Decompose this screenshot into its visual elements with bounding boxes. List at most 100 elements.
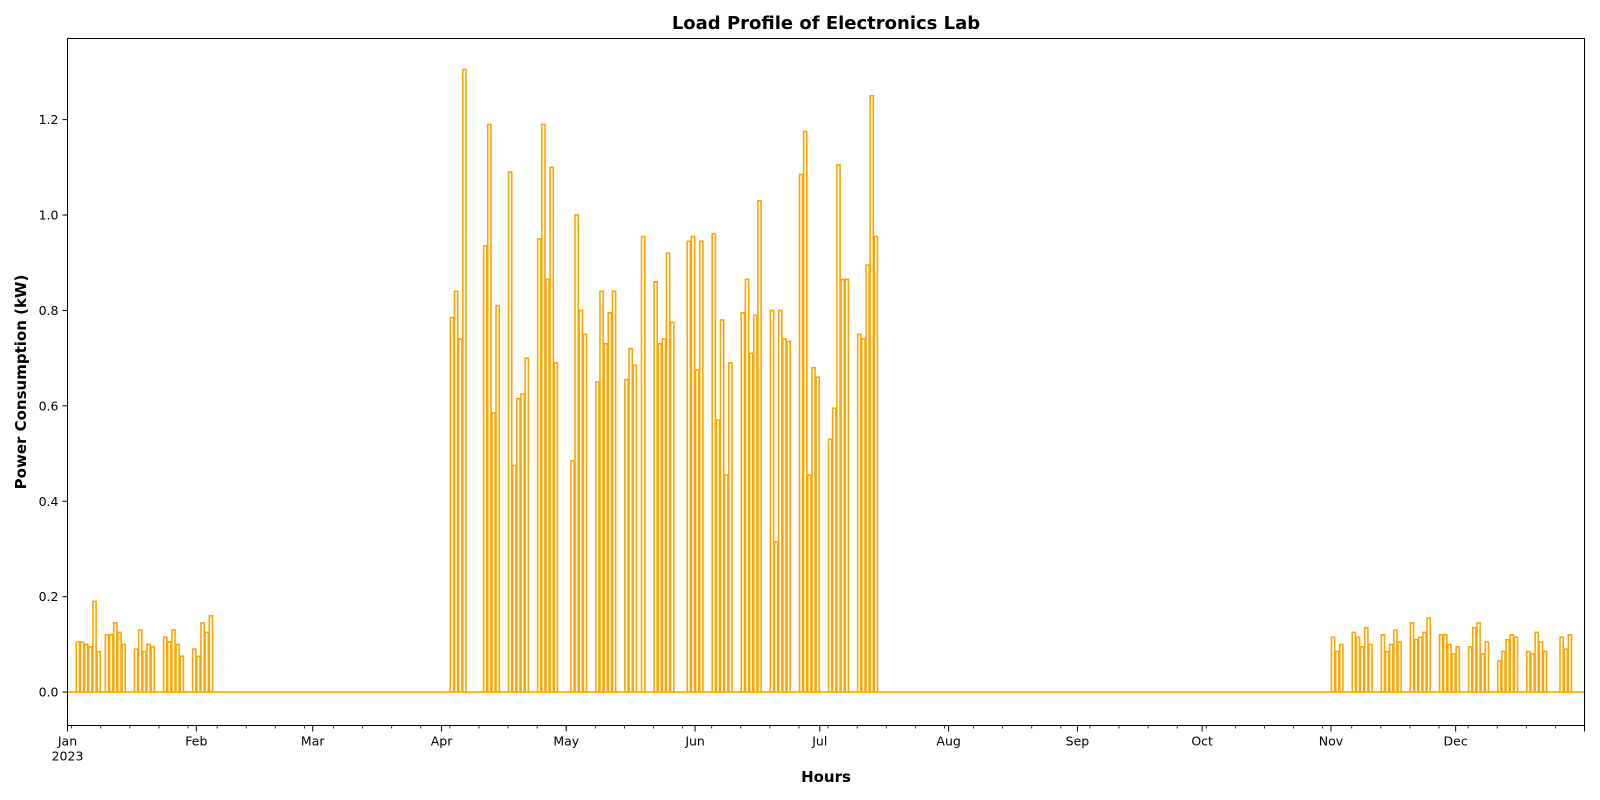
load-pulse: [96, 650, 102, 693]
load-pulse: [719, 319, 725, 693]
load-pulse: [574, 214, 580, 693]
x-tick-label: Oct: [1191, 734, 1213, 749]
load-pulse: [844, 278, 850, 693]
load-pulse: [1409, 622, 1415, 693]
load-pulse: [599, 290, 604, 693]
y-tick-label: 0.0: [39, 685, 59, 700]
x-tick-label: Apr: [431, 734, 453, 749]
x-tick-label: Aug: [936, 734, 960, 749]
load-pulse: [1426, 617, 1432, 693]
load-pulse: [507, 171, 513, 693]
load-pulse: [1559, 636, 1565, 693]
y-tick-label: 0.2: [39, 589, 59, 604]
load-pulse: [540, 123, 546, 693]
load-pulse: [1542, 650, 1548, 693]
load-pulse: [1422, 631, 1427, 693]
load-pulse: [690, 235, 696, 693]
load-pulse: [1359, 645, 1365, 693]
load-pulse: [806, 474, 812, 693]
load-pulse: [1384, 650, 1390, 693]
y-tick-label: 0.4: [39, 494, 59, 509]
load-pulse: [582, 333, 588, 693]
load-pulse: [1388, 643, 1394, 693]
load-pulse: [611, 290, 617, 693]
load-pulse: [520, 393, 525, 693]
load-pulse: [457, 338, 463, 693]
load-pulse: [669, 321, 675, 693]
load-pulse: [1484, 641, 1490, 693]
x-tick-label: Jun: [684, 734, 705, 749]
load-pulse: [83, 643, 89, 693]
load-pulse: [1525, 650, 1531, 693]
load-pulse: [175, 643, 181, 693]
load-pulse: [462, 68, 467, 693]
load-pulse: [869, 94, 875, 693]
load-pulse: [786, 340, 791, 693]
load-pulse: [694, 369, 700, 693]
plot-frame: [67, 38, 1585, 726]
chart-title: Load Profile of Electronics Lab: [672, 13, 980, 34]
load-pulse: [811, 366, 816, 693]
load-pulse: [121, 643, 127, 693]
load-pulse: [665, 252, 671, 693]
load-pulse: [133, 648, 139, 693]
load-pulse: [757, 199, 762, 693]
x-tick-label: May: [553, 734, 579, 749]
load-pulse: [865, 264, 870, 693]
load-pulse: [1480, 653, 1486, 693]
load-pulse: [1563, 648, 1569, 693]
load-pulse: [208, 614, 214, 693]
x-tick-year-label: 2023: [52, 749, 84, 764]
load-pulse: [179, 655, 185, 693]
x-tick-label: Dec: [1444, 734, 1468, 749]
load-pulse: [607, 312, 613, 693]
y-tick-label: 0.6: [39, 398, 59, 413]
load-pulse: [1397, 641, 1402, 693]
load-pulse: [1513, 636, 1519, 693]
load-pulse: [491, 412, 496, 693]
load-pulse: [815, 376, 821, 693]
load-pulse: [204, 631, 210, 693]
x-tick-label: Jan: [57, 734, 77, 749]
load-pulse: [549, 166, 555, 693]
y-axis-label: Power Consumption (kW): [12, 275, 30, 490]
load-pulse: [873, 235, 879, 693]
load-pulse: [777, 309, 783, 693]
load-pulse: [1368, 643, 1373, 693]
load-pulse: [1451, 653, 1456, 693]
load-pulse: [141, 650, 147, 693]
load-pulse: [728, 362, 733, 693]
load-pulse: [75, 641, 81, 693]
load-pulse: [856, 333, 862, 693]
load-pulse: [661, 338, 667, 693]
x-tick-label: Jul: [811, 734, 827, 749]
load-pulse: [632, 364, 638, 693]
load-pulse: [150, 645, 156, 693]
x-tick-label: Sep: [1066, 734, 1090, 749]
load-pulse: [137, 629, 143, 693]
load-pulse: [640, 235, 646, 693]
load-pulse: [1380, 634, 1386, 693]
load-pulse: [748, 352, 754, 693]
load-pulse: [836, 164, 841, 693]
x-tick-label: Feb: [185, 734, 207, 749]
load-pulse: [453, 290, 459, 693]
load-pulse: [1447, 643, 1452, 693]
load-pulse: [723, 474, 729, 693]
load-pulse: [715, 419, 721, 693]
y-axis: 0.0 0.2 0.4 0.6 0.8 1.0 1.2: [39, 112, 68, 700]
load-pulse: [545, 278, 550, 693]
load-pulse: [166, 641, 172, 693]
load-pulse: [624, 378, 629, 693]
load-pulse: [108, 634, 114, 693]
load-pulse: [92, 600, 97, 693]
load-pulse: [1509, 634, 1515, 693]
load-pulse: [752, 314, 758, 693]
load-pulse: [449, 316, 455, 693]
load-pulse: [831, 407, 837, 693]
load-pulse: [524, 357, 530, 693]
load-pulse: [698, 240, 704, 693]
load-pulse: [773, 541, 779, 693]
load-pulse: [578, 309, 584, 693]
